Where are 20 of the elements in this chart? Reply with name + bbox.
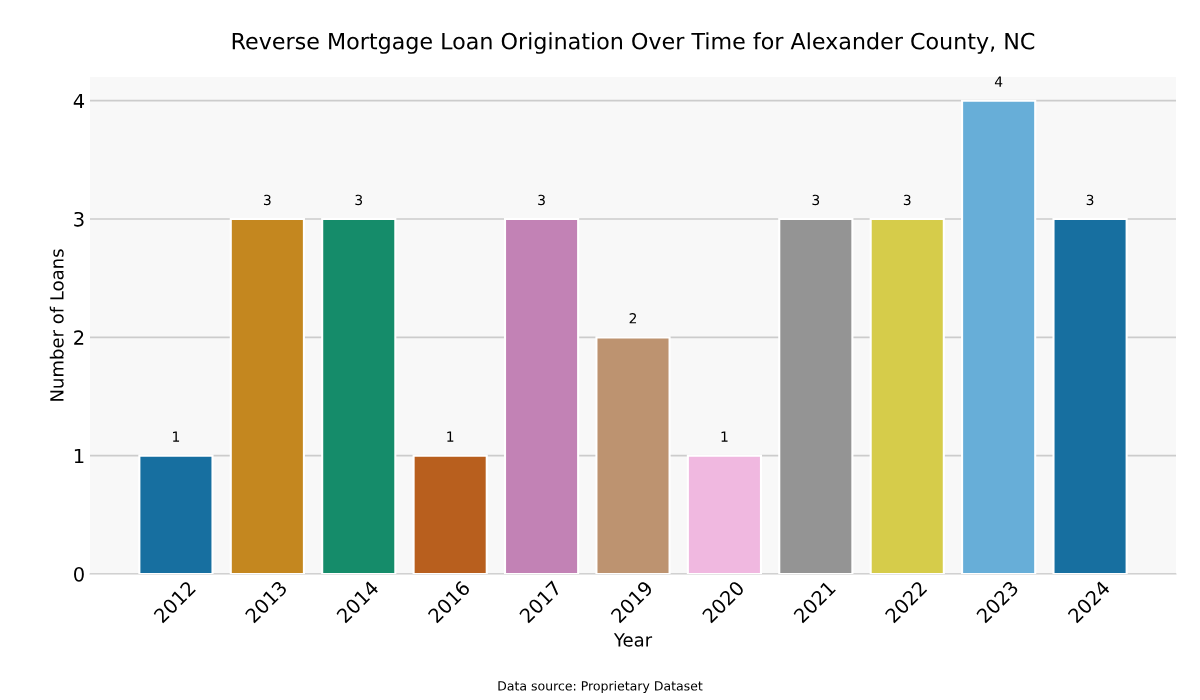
data-label: 3: [355, 194, 363, 206]
data-label: 1: [721, 431, 728, 442]
y-tick-label: 4: [73, 93, 85, 109]
chart-title: Reverse Mortgage Loan Origination Over Time for Alexander County, NC: [232, 32, 1035, 54]
data-label: 3: [903, 194, 911, 206]
data-label: 1: [447, 431, 454, 442]
data-label: 3: [263, 194, 271, 206]
y-tick-label: 0: [74, 566, 84, 582]
data-label: 3: [812, 194, 820, 206]
y-tick-label: 2: [74, 330, 84, 345]
data-label: 2: [629, 313, 637, 324]
x-axis-title: Year: [613, 633, 653, 647]
data-label: 1: [173, 431, 180, 442]
y-tick-label: 3: [74, 211, 84, 227]
data-label: 3: [1086, 194, 1094, 206]
y-tick-label: 1: [74, 448, 84, 464]
y-axis-title: Number of Loans: [49, 249, 64, 401]
data-label: 4: [994, 76, 1003, 87]
data-label: 3: [538, 194, 545, 206]
source-note: Data source: Proprietary Dataset: [498, 680, 703, 693]
